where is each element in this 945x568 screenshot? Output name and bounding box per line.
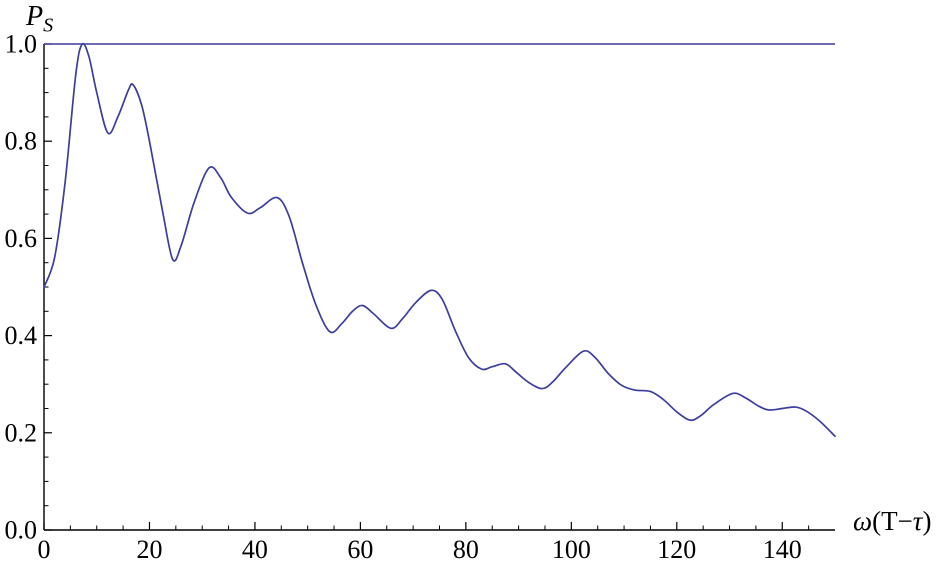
x-tick-label: 20 [136, 535, 162, 564]
y-tick-label: 0.4 [5, 321, 38, 350]
y-axis-title-subscript: S [43, 14, 54, 37]
x-tick-label: 120 [657, 535, 696, 564]
x-axis-title: ω(T−τ) [853, 508, 931, 535]
survival-probability-curve [43, 42, 836, 438]
x-tick-label: 140 [763, 535, 802, 564]
y-axis-title: PS [26, 1, 53, 36]
x-tick-label: 40 [242, 535, 268, 564]
y-tick-label: 0.6 [5, 224, 38, 253]
x-axis-title-tau: τ [912, 506, 923, 536]
y-tick-label: 0.8 [5, 127, 38, 156]
x-tick-label: 60 [347, 535, 373, 564]
x-axis-title-open: (T− [872, 506, 913, 536]
x-tick-label: 80 [453, 535, 479, 564]
y-tick-label: 0.0 [5, 516, 38, 545]
y-tick-label: 0.2 [5, 418, 38, 447]
y-tick-label: 1.0 [5, 30, 38, 59]
x-axis-title-close: ) [922, 506, 932, 536]
x-tick-label: 100 [552, 535, 591, 564]
x-tick-label: 0 [38, 535, 51, 564]
x-axis-title-omega: ω [853, 506, 873, 536]
y-axis-title-base: P [26, 1, 44, 32]
